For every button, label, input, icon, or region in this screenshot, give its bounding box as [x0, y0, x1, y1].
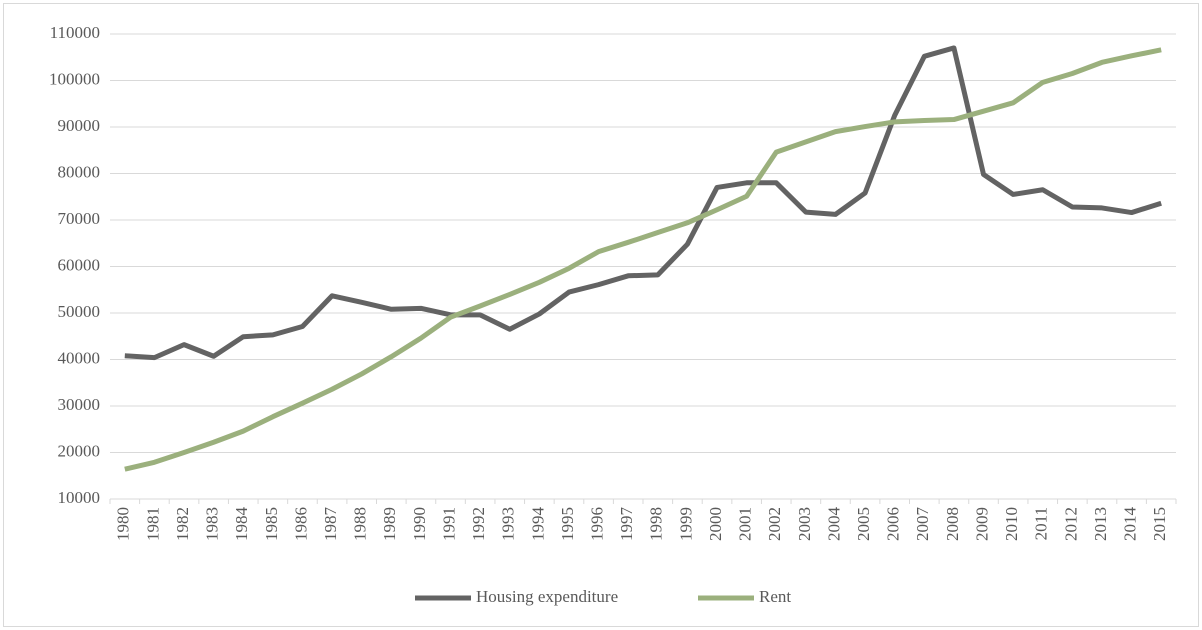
x-tick-label: 1981: [143, 507, 162, 541]
x-tick-label: 2013: [1091, 507, 1110, 541]
x-tick-label: 1996: [587, 507, 606, 541]
y-tick-label: 30000: [58, 395, 101, 414]
x-tick-label: 2004: [824, 507, 843, 542]
x-tick-label: 1985: [262, 507, 281, 541]
series-line: [124, 45, 1162, 361]
legend-label: Housing expenditure: [476, 587, 618, 606]
y-tick-label: 20000: [58, 441, 101, 460]
x-tick-label: 1987: [321, 507, 340, 542]
x-tick-label: 2000: [706, 507, 725, 541]
x-tick-label: 1992: [469, 507, 488, 541]
x-tick-label: 2009: [972, 507, 991, 541]
x-tick-label: 1993: [499, 507, 518, 541]
x-tick-label: 1986: [291, 507, 310, 541]
x-tick-label: 1995: [558, 507, 577, 541]
x-tick-label: 1989: [380, 507, 399, 541]
x-tick-label: 1980: [114, 507, 133, 541]
x-tick-label: 1994: [528, 507, 547, 542]
series-line: [124, 47, 1162, 472]
x-tick-label: 1998: [647, 507, 666, 541]
x-tick-label: 2011: [1032, 507, 1051, 540]
y-tick-label: 90000: [58, 116, 101, 135]
x-tick-label: 2002: [765, 507, 784, 541]
x-tick-label: 2006: [884, 507, 903, 541]
x-tick-label: 1984: [232, 507, 251, 542]
y-tick-label: 40000: [58, 348, 101, 367]
x-tick-label: 2010: [1002, 507, 1021, 541]
x-tick-label: 2007: [913, 507, 932, 542]
y-tick-label: 80000: [58, 162, 101, 181]
x-tick-label: 1997: [617, 507, 636, 542]
x-tick-label: 2001: [736, 507, 755, 541]
x-tick-label: 2005: [854, 507, 873, 541]
legend-label: Rent: [759, 587, 791, 606]
y-tick-label: 70000: [58, 209, 101, 228]
y-tick-label: 100000: [49, 69, 100, 88]
x-tick-label: 2014: [1120, 507, 1139, 542]
x-tick-label: 1999: [676, 507, 695, 541]
x-tick-label: 1988: [351, 507, 370, 541]
x-tick-label: 1982: [173, 507, 192, 541]
y-tick-label: 10000: [58, 488, 101, 507]
y-tick-label: 50000: [58, 302, 101, 321]
x-tick-label: 2012: [1061, 507, 1080, 541]
y-tick-label: 110000: [50, 23, 100, 42]
x-tick-label: 2008: [943, 507, 962, 541]
x-tick-label: 2015: [1150, 507, 1169, 541]
x-tick-label: 2003: [795, 507, 814, 541]
y-tick-label: 60000: [58, 255, 101, 274]
x-tick-label: 1990: [410, 507, 429, 541]
x-tick-label: 1991: [439, 507, 458, 541]
x-tick-label: 1983: [203, 507, 222, 541]
